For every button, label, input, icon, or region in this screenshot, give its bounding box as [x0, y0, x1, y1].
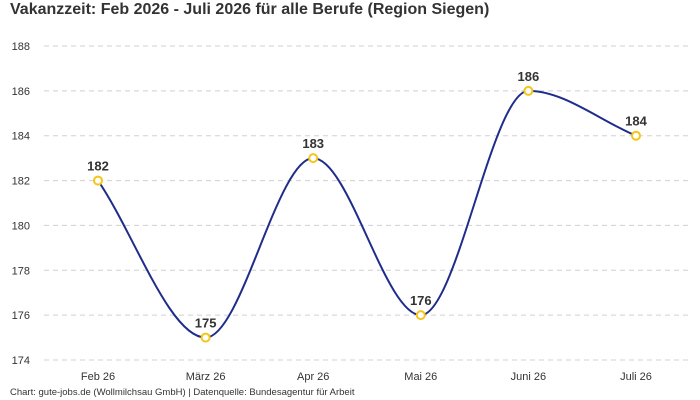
data-label: 182: [87, 159, 109, 174]
data-label: 176: [410, 293, 432, 308]
data-point: [93, 175, 103, 186]
x-tick-label: März 26: [186, 371, 226, 383]
source-note: Chart: gute-jobs.de (Wollmilchsau GmbH) …: [10, 387, 355, 398]
data-point: [523, 85, 534, 96]
data-point: [631, 130, 641, 141]
y-tick-label: 188: [12, 41, 30, 53]
y-tick-label: 184: [12, 131, 30, 143]
data-point: [200, 332, 211, 343]
y-tick-label: 186: [12, 86, 30, 98]
data-label: 184: [625, 114, 647, 129]
y-tick-label: 176: [12, 310, 30, 322]
data-point: [308, 153, 319, 164]
data-labels: 182 175 183 176 186 184: [87, 69, 647, 331]
x-tick-label: Apr 26: [297, 371, 329, 383]
x-axis-ticks: Feb 26 März 26 Apr 26 Mai 26 Juni 26 Juli 26: [81, 371, 652, 383]
data-point: [415, 310, 426, 321]
y-tick-label: 180: [12, 220, 30, 232]
y-tick-label: 182: [12, 176, 30, 188]
chart-title: Vakanzzeit: Feb 2026 - Juli 2026 für all…: [10, 1, 490, 18]
series-line: [97, 89, 637, 339]
data-label: 183: [302, 136, 324, 151]
x-tick-label: Feb 26: [81, 371, 115, 383]
x-tick-label: Mai 26: [404, 371, 437, 383]
data-label: 186: [518, 69, 540, 84]
y-tick-label: 174: [12, 355, 30, 367]
y-axis-ticks: 174 176 178 180 182 184 186 188: [12, 41, 30, 367]
y-tick-label: 178: [12, 265, 30, 277]
x-tick-label: Juni 26: [511, 371, 546, 383]
data-points: [93, 85, 641, 343]
grid-lines: [44, 45, 692, 361]
data-label: 175: [195, 316, 217, 331]
x-tick-label: Juli 26: [620, 371, 652, 383]
